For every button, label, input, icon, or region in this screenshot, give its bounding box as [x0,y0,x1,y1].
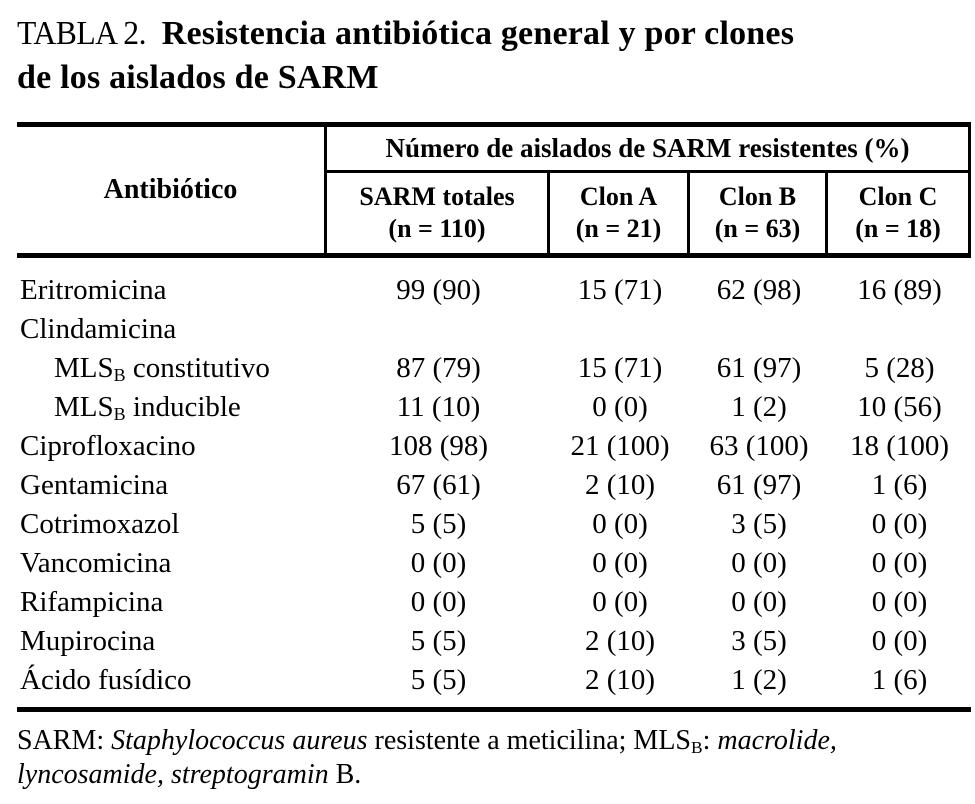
cell-value: 1 (6) [871,664,928,696]
header-right-block: Número de aislados de SARM resistentes (… [327,127,971,253]
table-title-line2: de los aislados de SARM [17,59,379,96]
table-row: Vancomicina 0 (0) 0 (0) 0 (0) 0 (0) [17,544,971,583]
row-label: Eritromicina [20,274,167,306]
cell-value: 0 (0) [410,586,467,618]
paper-table-page: TABLA 2. Resistencia antibiótica general … [0,12,975,804]
footnote-segment: lyncosamide, streptogramin [17,759,329,790]
cell-value: 67 (61) [396,469,481,501]
row-label: MLSB constitutivo [54,352,270,385]
cell-value: 15 (71) [577,274,663,306]
cell-value: 1 (2) [731,391,787,423]
cell-value: 2 (10) [584,469,656,501]
footnote-segment: resistente a meticilina; MLS [367,725,691,756]
row-label: Mupirocina [20,625,156,657]
footnote-text: SARM: Staphylococcus aureus resistente a… [17,725,837,790]
column-name: Clon B [718,182,797,211]
cell-value: 0 (0) [410,547,467,579]
cell-value: 0 (0) [871,625,928,657]
column-header-3: Clon B (n = 63) [690,173,828,253]
table-header: Antibiótico Número de aislados de SARM r… [17,122,971,258]
column-n: (n = 110) [388,214,486,243]
row-label: Gentamicina [20,469,169,501]
footnote-segment: : [702,725,718,756]
cell-value: 3 (5) [731,625,787,657]
footnote-segment: B. [328,759,362,790]
row-label: Cotrimoxazol [20,508,180,540]
cell-value: 16 (89) [857,274,942,306]
row-label: Clindamicina [20,313,177,345]
cell-value: 0 (0) [592,586,648,618]
table-row: Gentamicina 67 (61) 2 (10) 61 (97) 1 (6) [17,466,971,505]
footnote-segment: Staphylococcus aureus [111,725,368,756]
antibiotic-column-header: Antibiótico [17,127,327,253]
column-header-4: Clon C (n = 18) [828,173,968,253]
cell-value: 0 (0) [871,508,928,540]
cell-value: 15 (71) [577,352,663,384]
cell-value: 5 (28) [864,352,935,384]
cell-value: 18 (100) [849,430,950,462]
column-name: Clon C [858,182,938,211]
cell-value: 62 (98) [716,274,802,306]
row-label: MLSB inducible [54,391,241,424]
row-label: Ácido fusídico [20,664,192,696]
subscript-b: B [113,403,126,424]
table-row: Eritromicina 99 (90) 15 (71) 62 (98) 16 (89) [17,271,971,310]
column-n: (n = 21) [575,214,662,243]
column-n: (n = 63) [714,214,801,243]
cell-value: 99 (90) [396,274,481,306]
row-label: Vancomicina [20,547,172,579]
cell-value: 3 (5) [731,508,787,540]
cell-value: 1 (6) [871,469,928,501]
cell-value: 5 (5) [410,508,467,540]
cell-value: 0 (0) [731,586,787,618]
cell-value: 0 (0) [592,547,648,579]
table-title-line1: Resistencia antibiótica general y por cl… [161,15,795,52]
table-row: Rifampicina 0 (0) 0 (0) 0 (0) 0 (0) [17,583,971,622]
cell-value: 0 (0) [731,547,787,579]
cell-value: 11 (10) [396,391,481,423]
table-row: Cotrimoxazol 5 (5) 0 (0) 3 (5) 0 (0) [17,505,971,544]
cell-value: 87 (79) [396,352,481,384]
subscript-b: B [691,737,703,757]
row-label: Rifampicina [20,586,164,618]
table-row: MLSB constitutivo 87 (79) 15 (71) 61 (97) 5 … [17,349,971,388]
cell-value: 63 (100) [709,430,809,462]
cell-value: 2 (10) [584,625,656,657]
table-row: Ciprofloxacino 108 (98) 21 (100) 63 (100) 18… [17,427,971,466]
footnote: SARM: Staphylococcus aureus resistente a… [17,724,971,792]
table-number: TABLA 2. [17,15,147,52]
column-n: (n = 18) [855,214,941,243]
table-body: Eritromicina 99 (90) 15 (71) 62 (98) 16 (89)… [17,258,971,712]
column-header-1: SARM totales (n = 110) [327,173,550,253]
column-name: SARM totales [359,182,515,211]
row-label: Ciprofloxacino [20,430,196,462]
footnote-segment: macrolide, [717,725,837,756]
cell-value: 10 (56) [857,391,942,423]
subheader-row: SARM totales (n = 110) Clon A (n = 21) Clon … [327,173,968,253]
column-name: Clon A [579,182,658,211]
cell-value: 61 (97) [716,469,802,501]
cell-value: 61 (97) [716,352,802,384]
cell-value: 0 (0) [592,508,648,540]
table-row: Mupirocina 5 (5) 2 (10) 3 (5) 0 (0) [17,622,971,661]
table-row: Clindamicina [17,310,971,349]
cell-value: 0 (0) [592,391,648,423]
cell-value: 2 (10) [584,664,656,696]
cell-value: 0 (0) [871,547,928,579]
table-row: MLSB inducible 11 (10) 0 (0) 1 (2) 10 (56) [17,388,971,427]
cell-value: 0 (0) [871,586,928,618]
resistance-table: Antibiótico Número de aislados de SARM r… [17,122,971,712]
cell-value: 108 (98) [388,430,489,462]
column-header-2: Clon A (n = 21) [550,173,690,253]
table-row: Ácido fusídico 5 (5) 2 (10) 1 (2) 1 (6) [17,661,971,700]
cell-value: 1 (2) [731,664,787,696]
table-caption: TABLA 2. Resistencia antibiótica general … [17,12,971,100]
cell-value: 5 (5) [410,664,467,696]
footnote-segment: SARM: [17,725,112,756]
cell-value: 21 (100) [570,430,670,462]
cell-value: 5 (5) [410,625,467,657]
spanning-header: Número de aislados de SARM resistentes (… [327,127,968,173]
subscript-b: B [113,364,126,385]
